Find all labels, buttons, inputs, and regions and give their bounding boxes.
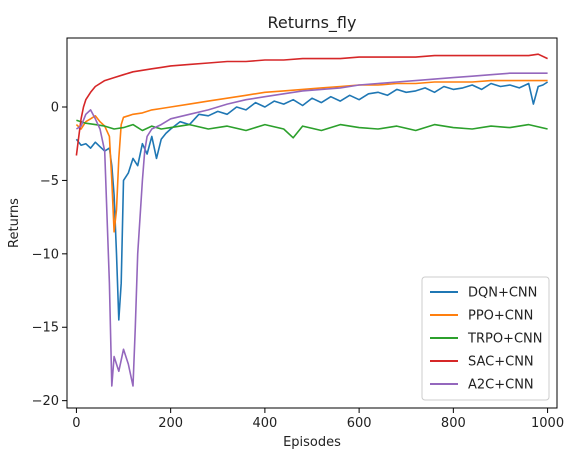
legend-label: TRPO+CNN xyxy=(467,332,542,347)
series-layer xyxy=(75,53,549,387)
legend-label: SAC+CNN xyxy=(468,355,534,370)
x-axis-ticks: 0 200 400 600 800 1000 xyxy=(72,408,564,431)
y-axis-ticks: −20 −15 −10 −5 0 xyxy=(32,101,67,409)
y-axis-label: Returns xyxy=(7,198,22,248)
x-tick-label: 800 xyxy=(441,416,466,431)
series-line-a2c-cnn xyxy=(75,72,548,387)
legend-label: A2C+CNN xyxy=(468,378,534,393)
chart-title: Returns_fly xyxy=(268,13,357,33)
legend-label: PPO+CNN xyxy=(468,309,533,324)
series-line-ppo-cnn xyxy=(75,79,548,233)
x-axis-label: Episodes xyxy=(283,435,341,450)
x-tick-label: 600 xyxy=(347,416,372,431)
y-tick-label: −5 xyxy=(40,174,59,189)
legend-box xyxy=(421,276,550,401)
series-line-trpo-cnn xyxy=(76,119,548,139)
series-line-dqn-cnn xyxy=(75,81,549,321)
plot-frame xyxy=(66,37,558,409)
x-tick-label: 0 xyxy=(72,416,80,431)
x-tick-label: 200 xyxy=(158,416,183,431)
series-line-sac-cnn xyxy=(75,53,548,156)
y-tick-label: 0 xyxy=(51,101,59,116)
x-tick-label: 1000 xyxy=(531,416,564,431)
y-tick-label: −10 xyxy=(32,247,59,262)
y-tick-label: −15 xyxy=(32,321,59,336)
x-tick-label: 400 xyxy=(252,416,277,431)
legend: DQN+CNN PPO+CNN TRPO+CNN SAC+CNN A2C+CNN xyxy=(421,276,550,401)
legend-label: DQN+CNN xyxy=(468,286,537,301)
y-tick-label: −20 xyxy=(32,394,59,409)
